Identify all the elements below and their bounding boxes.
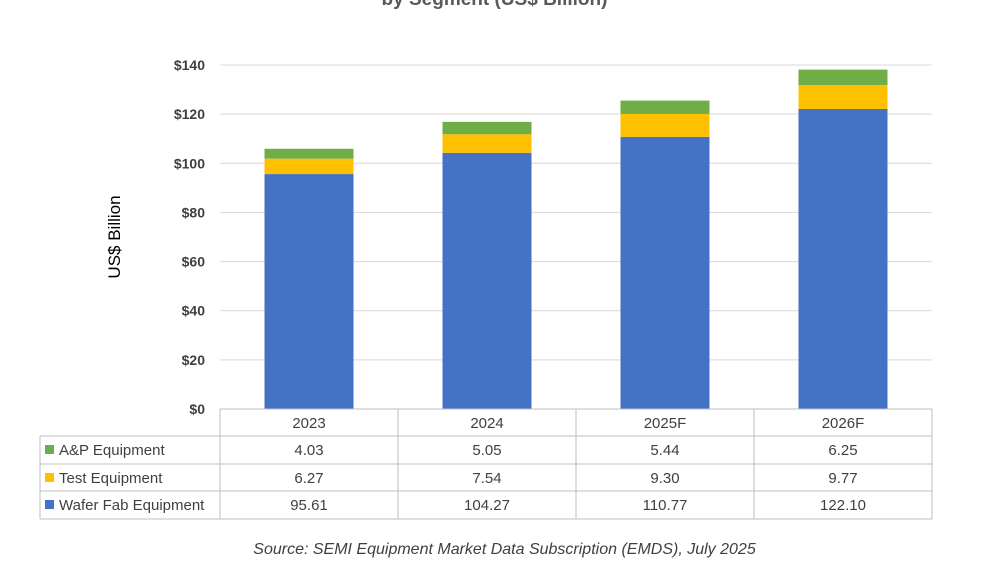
legend-label: A&P Equipment <box>59 442 165 459</box>
y-tick-label: $40 <box>182 303 206 319</box>
bar-segment <box>264 158 354 175</box>
bar-segment <box>798 108 888 410</box>
data-label: 95.61 <box>290 497 328 514</box>
y-tick-label: $0 <box>189 401 205 417</box>
legend-swatch <box>45 500 54 509</box>
data-label: 5.44 <box>650 442 679 459</box>
data-label: 5.05 <box>472 442 501 459</box>
legend-swatch <box>45 473 54 482</box>
bar-segment <box>442 152 532 410</box>
legend-label: Wafer Fab Equipment <box>59 497 205 514</box>
x-tick-label: 2023 <box>292 415 325 432</box>
y-tick-label: $60 <box>182 254 206 270</box>
bar-segment <box>442 121 532 135</box>
bar-segment <box>620 100 710 114</box>
data-label: 4.03 <box>294 442 323 459</box>
data-label: 9.77 <box>828 470 857 487</box>
y-tick-label: $120 <box>174 106 205 122</box>
legend-swatch <box>45 445 54 454</box>
data-label: 6.25 <box>828 442 857 459</box>
chart-title: by Segment (US$ Billion) <box>0 0 989 11</box>
bar-segment <box>264 174 354 409</box>
x-tick-label: 2025F <box>644 415 687 432</box>
data-label: 122.10 <box>820 497 866 514</box>
data-label: 6.27 <box>294 470 323 487</box>
bar-segment <box>264 148 354 159</box>
source-note: Source: SEMI Equipment Market Data Subsc… <box>253 541 756 558</box>
y-tick-label: $100 <box>174 155 205 171</box>
data-label: 110.77 <box>643 497 688 514</box>
y-tick-label: $140 <box>174 57 205 73</box>
bar-segment <box>798 69 888 85</box>
bar-segment <box>620 136 710 410</box>
legend-label: Test Equipment <box>59 470 163 487</box>
x-tick-label: 2026F <box>822 415 865 432</box>
bar-segment <box>798 84 888 109</box>
y-tick-label: $80 <box>182 204 206 220</box>
y-axis-label: US$ Billion <box>105 195 124 278</box>
y-tick-label: $20 <box>182 352 206 368</box>
bar-segment <box>442 134 532 153</box>
data-label: 104.27 <box>464 497 510 514</box>
bar-segment <box>620 113 710 137</box>
x-tick-label: 2024 <box>470 415 503 432</box>
data-label: 9.30 <box>650 470 679 487</box>
data-label: 7.54 <box>472 470 501 487</box>
